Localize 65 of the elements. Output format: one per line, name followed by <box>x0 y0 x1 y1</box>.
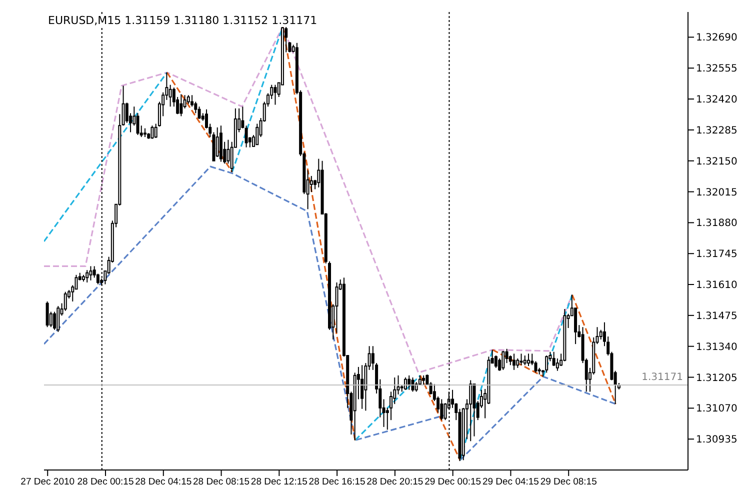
ref-line-label: 1.31171 <box>642 372 683 384</box>
y-tick-label: 1.31610 <box>696 280 738 292</box>
line-series <box>44 26 574 374</box>
x-tick-label: 27 Dec 2010 <box>20 476 75 488</box>
y-tick-label: 1.31070 <box>696 404 738 415</box>
x-tick-label: 28 Dec 08:15 <box>193 476 250 488</box>
y-tick-label: 1.32015 <box>696 187 738 198</box>
candlestick <box>256 123 259 146</box>
candlestick <box>414 382 418 392</box>
y-tick-label: 1.31745 <box>696 249 738 260</box>
x-tick-label: 28 Dec 00:15 <box>77 476 134 488</box>
candlestick <box>64 291 67 312</box>
chart-title: EURUSD,M15 1.31159 1.31180 1.31152 1.31171 <box>48 14 318 27</box>
candlestick <box>469 380 472 442</box>
x-tick-label: 29 Dec 08:15 <box>540 476 597 488</box>
candlestick <box>241 106 244 129</box>
candlestick <box>89 266 92 281</box>
candlestick <box>574 308 578 345</box>
candlestick <box>527 353 530 367</box>
y-tick-label: 1.32555 <box>696 64 738 75</box>
candlestick <box>545 355 548 374</box>
candlestick <box>198 106 201 120</box>
y-tick-label: 1.32150 <box>696 156 738 168</box>
candlestick <box>46 300 49 328</box>
x-tick-label: 28 Dec 16:15 <box>308 476 366 488</box>
candlestick <box>599 329 602 340</box>
y-tick-label: 1.32285 <box>696 125 738 136</box>
y-tick-label: 1.30935 <box>696 434 738 446</box>
candlestick <box>216 126 219 158</box>
candlestick <box>440 398 444 421</box>
candlestick <box>516 358 520 368</box>
y-tick-label: 1.32420 <box>696 94 738 106</box>
candlestick <box>310 175 313 192</box>
candlestick <box>53 311 56 330</box>
y-tick-label: 1.31475 <box>696 310 738 322</box>
y-tick-label: 1.32690 <box>696 32 738 44</box>
x-tick-label: 28 Dec 20:15 <box>366 476 424 488</box>
candlestick <box>56 306 60 332</box>
y-tick-label: 1.31340 <box>696 342 738 353</box>
y-tick-label: 1.31205 <box>696 372 738 384</box>
candlestick <box>520 353 523 366</box>
candlestick <box>244 125 248 148</box>
candlestick <box>411 376 414 392</box>
candlestick <box>552 351 556 367</box>
candlestick <box>74 274 78 290</box>
candlestick <box>404 376 407 390</box>
x-tick-label: 28 Dec 04:15 <box>135 476 192 488</box>
candlestick <box>396 374 400 395</box>
candlestick <box>502 350 505 370</box>
candlestick <box>512 353 516 370</box>
x-tick-label: 29 Dec 00:15 <box>424 476 482 488</box>
candlestick <box>150 125 154 140</box>
x-tick-label: 28 Dec 12:15 <box>250 476 308 488</box>
candlestick <box>422 374 426 386</box>
candlestick <box>86 270 89 283</box>
candlestick <box>122 85 125 126</box>
candlestick <box>472 384 476 437</box>
candlestick <box>168 84 172 108</box>
candlestick <box>274 84 277 106</box>
candlestick <box>523 355 526 366</box>
candlestick <box>180 94 183 117</box>
x-tick-label: 29 Dec 04:15 <box>482 476 539 488</box>
candlestick <box>360 364 364 410</box>
y-tick-label: 1.31880 <box>696 218 738 230</box>
candlestick <box>136 112 140 136</box>
